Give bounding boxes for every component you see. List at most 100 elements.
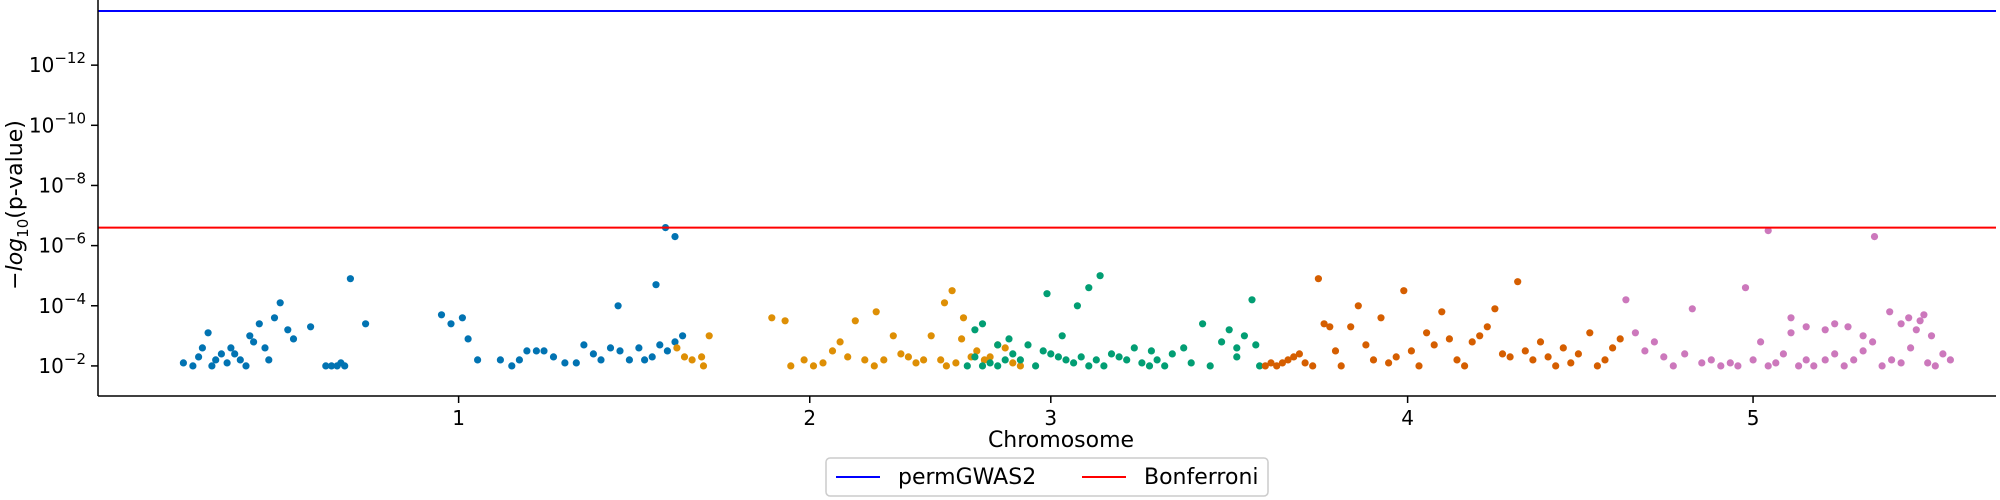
data-point xyxy=(1199,320,1207,328)
data-point xyxy=(1096,272,1104,280)
data-point xyxy=(1536,338,1545,346)
threshold-lines xyxy=(98,10,1996,229)
data-point xyxy=(1445,335,1453,343)
data-point xyxy=(1631,329,1639,337)
data-point xyxy=(1931,362,1939,370)
data-point xyxy=(699,362,708,370)
data-point xyxy=(1840,362,1848,370)
x-tick-label: 1 xyxy=(452,406,465,430)
data-point xyxy=(508,362,516,370)
data-point xyxy=(1802,356,1810,364)
data-point xyxy=(872,308,880,316)
data-point xyxy=(625,356,634,364)
data-point xyxy=(561,359,569,367)
data-point xyxy=(1085,362,1093,370)
data-point xyxy=(1273,362,1281,370)
data-point xyxy=(940,299,949,307)
data-point xyxy=(986,353,994,361)
y-axis-label-prefix: −log xyxy=(3,238,28,290)
data-point xyxy=(897,350,905,358)
data-point xyxy=(189,362,197,370)
data-point xyxy=(1180,344,1188,352)
data-point xyxy=(1145,362,1154,370)
data-point xyxy=(1907,344,1915,352)
data-point xyxy=(705,332,713,340)
data-point xyxy=(589,350,598,358)
data-point xyxy=(1206,362,1214,370)
data-point xyxy=(265,356,273,364)
data-point xyxy=(246,332,254,340)
data-point xyxy=(819,359,827,367)
data-point xyxy=(959,314,968,322)
data-point xyxy=(986,359,994,367)
data-point xyxy=(1115,353,1123,361)
data-point xyxy=(680,353,689,361)
data-point xyxy=(851,317,859,325)
data-point xyxy=(978,362,987,370)
data-point xyxy=(663,347,672,355)
data-point xyxy=(236,356,244,364)
data-point xyxy=(1810,362,1818,370)
data-point xyxy=(1559,344,1567,352)
data-point xyxy=(1062,356,1070,364)
data-point xyxy=(1016,356,1024,364)
legend-box xyxy=(825,457,1269,497)
data-point xyxy=(1187,359,1195,367)
data-point xyxy=(549,353,558,361)
data-point xyxy=(1897,320,1905,328)
data-point xyxy=(1461,362,1469,370)
data-point xyxy=(1295,350,1303,358)
data-point xyxy=(1476,332,1484,340)
data-point xyxy=(1337,362,1345,370)
data-point xyxy=(1354,302,1362,310)
series-1 xyxy=(179,224,687,370)
data-point xyxy=(1009,359,1017,367)
data-point xyxy=(307,323,315,331)
data-point xyxy=(616,347,624,355)
data-point xyxy=(1054,353,1062,361)
data-point xyxy=(1698,359,1706,367)
y-tick-exponent: −2 xyxy=(64,350,86,368)
data-point xyxy=(341,362,349,370)
data-point xyxy=(1016,362,1024,370)
y-tick-exponent: −8 xyxy=(64,169,86,187)
data-point xyxy=(1347,323,1355,331)
data-point xyxy=(1498,350,1507,358)
data-point xyxy=(1438,308,1446,316)
data-point xyxy=(1850,356,1858,364)
data-point xyxy=(1301,359,1309,367)
data-point xyxy=(1385,359,1393,367)
data-point xyxy=(458,314,466,322)
data-point xyxy=(276,299,284,307)
data-point xyxy=(1468,338,1476,346)
data-point xyxy=(781,317,789,325)
x-tick-label: 4 xyxy=(1401,406,1414,430)
data-point xyxy=(1077,353,1085,361)
data-point xyxy=(261,344,269,352)
data-point xyxy=(927,332,935,340)
data-point xyxy=(1641,347,1649,355)
data-point xyxy=(963,362,971,370)
legend-label-permgwas2: permGWAS2 xyxy=(898,465,1036,490)
data-point xyxy=(1392,353,1400,361)
data-point xyxy=(1377,314,1385,322)
y-tick-label: 10−4 xyxy=(38,290,86,318)
data-point xyxy=(580,341,588,349)
data-point xyxy=(980,356,989,364)
data-point xyxy=(1514,278,1522,286)
y-tick-base: 10 xyxy=(38,173,63,197)
data-point xyxy=(242,362,250,370)
data-point xyxy=(1787,329,1795,337)
data-point xyxy=(1764,227,1772,235)
data-point xyxy=(1939,350,1947,358)
data-point xyxy=(231,350,239,358)
data-point xyxy=(1225,326,1233,334)
data-point xyxy=(1423,329,1431,337)
axes xyxy=(97,0,1996,397)
data-point xyxy=(1552,362,1560,370)
data-point xyxy=(698,353,706,361)
data-point xyxy=(1870,233,1879,241)
plot-area xyxy=(179,224,1954,370)
data-point xyxy=(1001,344,1009,352)
